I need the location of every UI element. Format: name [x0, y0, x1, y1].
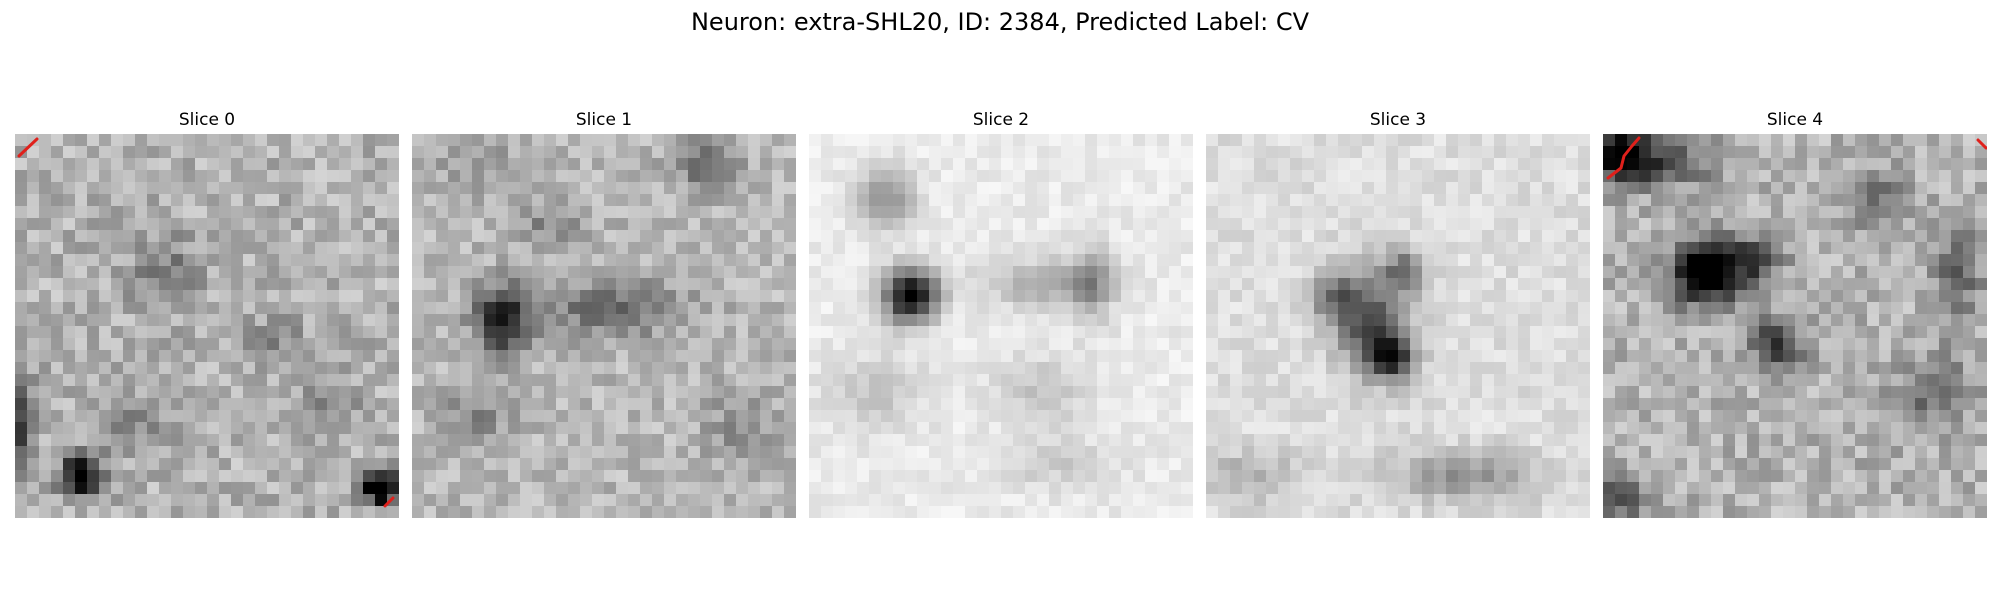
slice-2-heatmap: [809, 134, 1193, 518]
slice-image: [412, 134, 796, 518]
red-contour-line: [17, 137, 39, 158]
slice-panel-0: Slice 0: [15, 108, 399, 518]
slice-0-heatmap: [15, 134, 399, 518]
slice-panel-3: Slice 3: [1206, 108, 1590, 518]
slice-panel-2: Slice 2: [809, 108, 1193, 518]
slice-title: Slice 0: [178, 110, 236, 130]
red-contour-line: [1976, 138, 1987, 150]
slice-panel-4: Slice 4: [1603, 108, 1987, 518]
slice-image: [809, 134, 1193, 518]
slice-title: Slice 4: [1766, 110, 1824, 130]
slice-title: Slice 2: [972, 110, 1030, 130]
slice-image: [1206, 134, 1590, 518]
slice-1-heatmap: [412, 134, 796, 518]
figure-title: Neuron: extra-SHL20, ID: 2384, Predicted…: [690, 8, 1310, 36]
red-contour-line: [383, 496, 395, 508]
slice-4-heatmap: [1603, 134, 1987, 518]
slice-image: [1603, 134, 1987, 518]
slice-image: [15, 134, 399, 518]
slice-3-heatmap: [1206, 134, 1590, 518]
red-contour-line: [1606, 136, 1641, 180]
slice-title: Slice 3: [1369, 110, 1427, 130]
slice-panel-1: Slice 1: [412, 108, 796, 518]
slice-title: Slice 1: [575, 110, 633, 130]
